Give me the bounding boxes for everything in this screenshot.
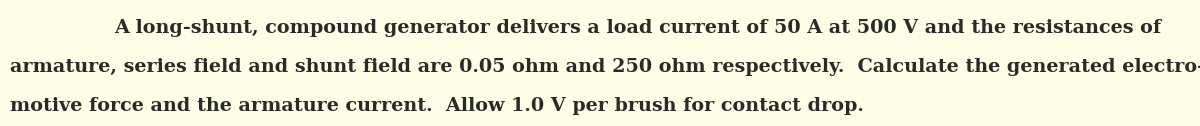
Text: motive force and the armature current.  Allow 1.0 V per brush for contact drop.: motive force and the armature current. A…: [10, 97, 864, 115]
Text: A long-shunt, compound generator delivers a load current of 50 A at 500 V and th: A long-shunt, compound generator deliver…: [114, 19, 1162, 37]
Text: armature, series field and shunt field are 0.05 ohm and 250 ohm respectively.  C: armature, series field and shunt field a…: [10, 58, 1200, 76]
